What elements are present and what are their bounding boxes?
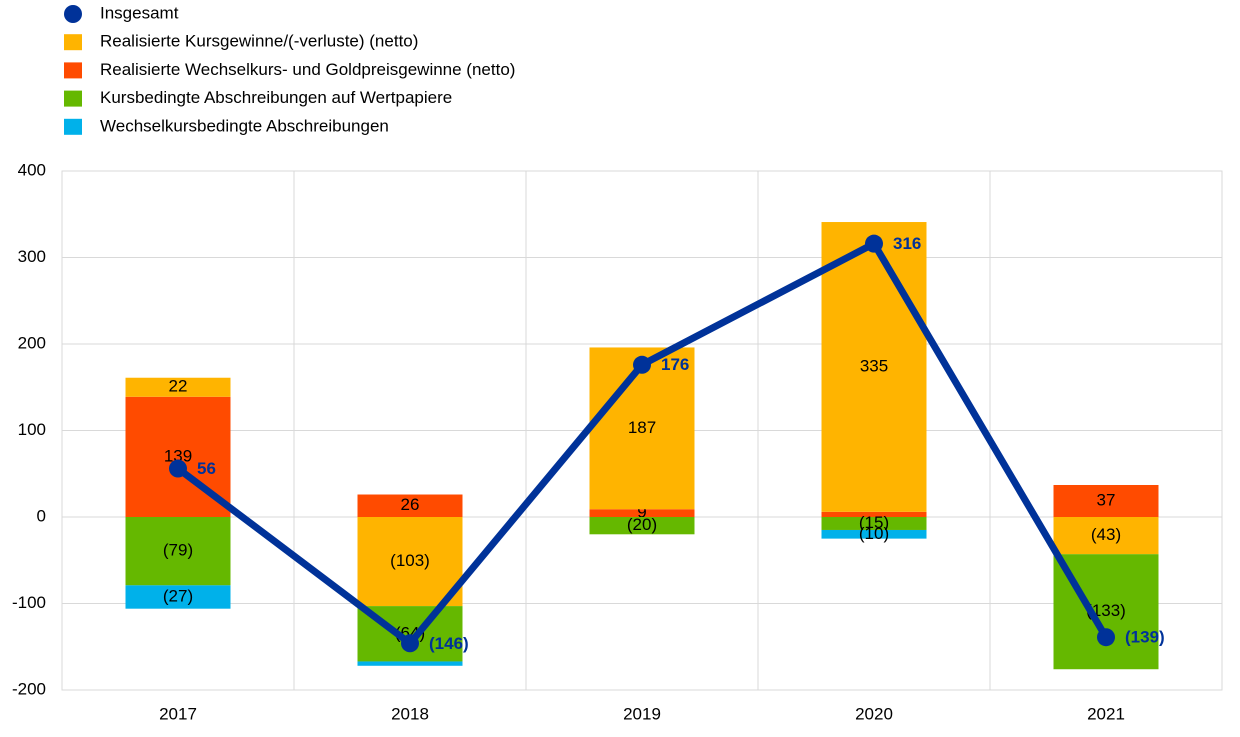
bar [821, 222, 927, 512]
data-label: (10) [859, 524, 889, 543]
legend-label: Kursbedingte Abschreibungen auf Wertpapi… [100, 88, 452, 107]
y-tick-label: 100 [18, 420, 46, 439]
line-marker [169, 459, 187, 478]
x-tick-label: 2017 [159, 704, 197, 723]
data-label: 139 [164, 446, 192, 465]
legend-label: Realisierte Wechselkurs- und Goldpreisge… [100, 60, 515, 79]
bar [589, 509, 695, 517]
data-label: (103) [390, 551, 430, 570]
bar [125, 517, 231, 586]
legend-marker [64, 5, 82, 23]
legend-marker [64, 62, 82, 79]
bar [821, 529, 927, 539]
line-label: 176 [661, 355, 689, 374]
line-marker [401, 634, 419, 653]
line-label: (139) [1125, 628, 1165, 647]
bar [125, 585, 231, 609]
data-label: (15) [859, 513, 889, 532]
bar [589, 347, 695, 510]
legend-label: Realisierte Kursgewinne/(-verluste) (net… [100, 32, 418, 51]
data-label: 9 [637, 503, 646, 522]
x-tick-label: 2020 [855, 704, 893, 723]
legend-marker [64, 34, 82, 51]
bar [1053, 517, 1159, 555]
x-tick-label: 2019 [623, 704, 661, 723]
legend-marker [64, 90, 82, 107]
data-label: 26 [401, 495, 420, 514]
line-marker [865, 234, 883, 253]
x-tick-label: 2021 [1087, 704, 1125, 723]
bar [821, 517, 927, 530]
data-label: 187 [628, 418, 656, 437]
data-label: 22 [169, 377, 188, 396]
line-marker [633, 355, 651, 374]
y-tick-label: -200 [12, 679, 46, 698]
bar [1053, 484, 1159, 517]
line-marker [1097, 628, 1115, 647]
legend-label: Wechselkursbedingte Abschreibungen [100, 116, 389, 135]
bar [357, 517, 463, 607]
bar [125, 377, 231, 397]
data-label: (79) [163, 541, 193, 560]
y-tick-label: 400 [18, 160, 46, 179]
bar [589, 517, 695, 535]
bar [357, 494, 463, 517]
data-label: (43) [1091, 525, 1121, 544]
y-tick-label: 200 [18, 333, 46, 352]
line-label: 56 [197, 459, 216, 478]
data-label: (20) [627, 515, 657, 534]
y-tick-label: 300 [18, 247, 46, 266]
line-label: 316 [893, 234, 921, 253]
data-label: 335 [860, 356, 888, 375]
x-tick-label: 2018 [391, 704, 429, 723]
y-tick-label: 0 [37, 506, 46, 525]
data-label: 37 [1097, 490, 1116, 509]
bar [357, 661, 463, 666]
data-label: (27) [163, 586, 193, 605]
y-tick-label: -100 [12, 593, 46, 612]
bar [821, 511, 927, 517]
legend-marker [64, 118, 82, 135]
line-label: (146) [429, 634, 469, 653]
legend-label: Insgesamt [100, 3, 179, 22]
